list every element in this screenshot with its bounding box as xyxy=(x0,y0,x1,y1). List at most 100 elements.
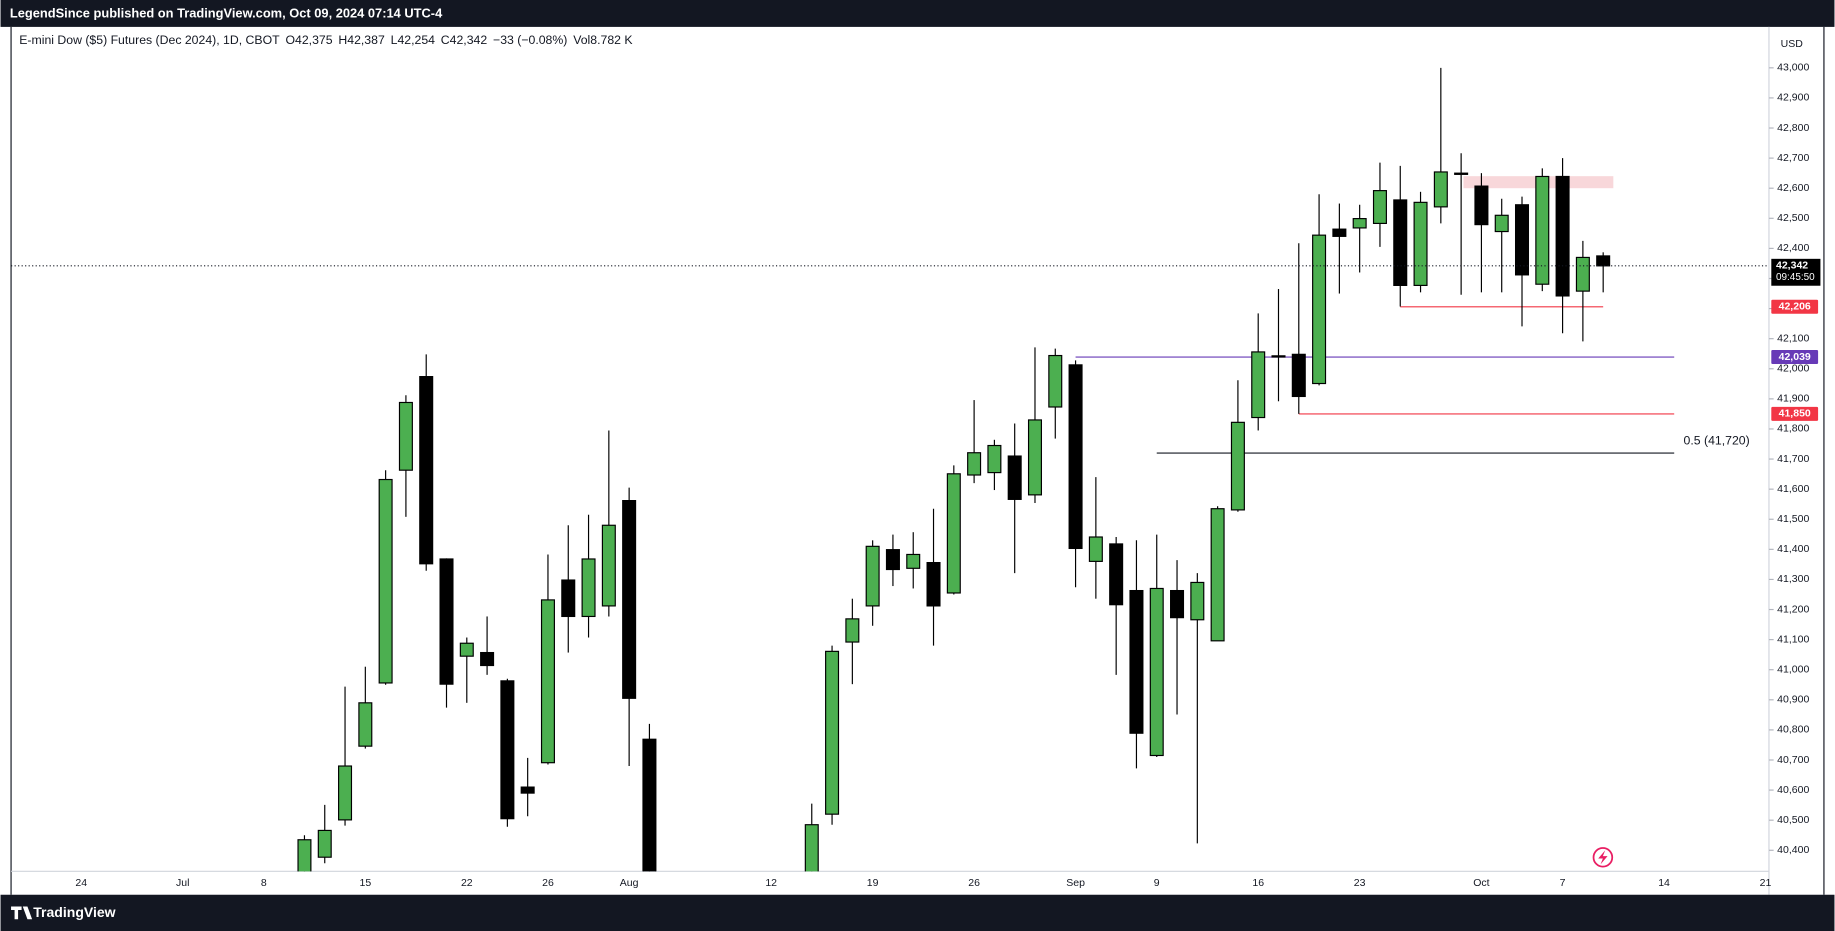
legend-key: Vol xyxy=(573,33,590,47)
candle-body xyxy=(1230,421,1245,511)
y-tick-label: 41,600 xyxy=(1777,483,1809,495)
candle-body xyxy=(1149,587,1164,757)
legend-value: 42,342 xyxy=(450,33,488,47)
candle-body xyxy=(825,650,840,815)
legend: E-mini Dow ($5) Futures (Dec 2024), 1D, … xyxy=(19,33,633,47)
y-tick-label: 41,500 xyxy=(1777,513,1809,525)
candle-body xyxy=(378,478,393,684)
candle-body xyxy=(1251,351,1266,419)
legend-key: C xyxy=(441,33,450,47)
level-tag xyxy=(1771,406,1819,421)
candle-body xyxy=(1170,589,1185,619)
x-tick-label: Oct xyxy=(1473,877,1489,889)
top-bar xyxy=(0,0,1835,27)
fib-label: 0.5 (41,720) xyxy=(1684,434,1750,448)
y-tick-label: 43,000 xyxy=(1777,62,1809,74)
candle-body xyxy=(1068,364,1083,550)
candle-body xyxy=(1332,228,1347,237)
candle-body xyxy=(1474,185,1489,226)
candle-body xyxy=(1372,190,1387,225)
candle-body xyxy=(317,829,332,858)
candle-body xyxy=(1312,234,1327,385)
y-tick-label: 41,400 xyxy=(1777,543,1809,555)
y-tick-label: 42,600 xyxy=(1777,182,1809,194)
y-tick-label: 40,400 xyxy=(1777,844,1809,856)
x-tick-label: 15 xyxy=(359,877,371,889)
candle-body xyxy=(1575,256,1590,292)
x-tick-label: 26 xyxy=(542,877,554,889)
candle-body xyxy=(1393,199,1408,286)
candle-body xyxy=(439,558,454,685)
y-tick-label: 40,500 xyxy=(1777,814,1809,826)
x-tick-label: 8 xyxy=(261,877,267,889)
candle-body xyxy=(338,765,353,821)
x-tick-label: 12 xyxy=(765,877,777,889)
x-tick-label: 9 xyxy=(1154,877,1160,889)
candle-body xyxy=(885,549,900,571)
candle-body xyxy=(480,651,495,667)
x-tick-label: 21 xyxy=(1760,877,1772,889)
candle-body xyxy=(1413,201,1428,286)
y-tick-label: 40,700 xyxy=(1777,754,1809,766)
level-tag xyxy=(1771,350,1819,365)
legend-value: 8.782 K xyxy=(590,33,633,47)
published-note: LegendSince published on TradingView.com… xyxy=(10,5,443,20)
candle-body xyxy=(906,553,921,569)
candle-body xyxy=(500,680,515,820)
x-tick-label: 16 xyxy=(1252,877,1264,889)
candle-body xyxy=(1352,218,1367,229)
x-tick-label: 23 xyxy=(1354,877,1366,889)
y-tick-label: 41,300 xyxy=(1777,573,1809,585)
y-tick-label: 40,800 xyxy=(1777,724,1809,736)
candle-body xyxy=(926,561,941,607)
currency-label: USD xyxy=(1781,38,1804,50)
lightning-icon xyxy=(1592,847,1614,868)
candle-body xyxy=(1454,172,1469,175)
x-tick-label: Sep xyxy=(1066,877,1085,889)
candle-body xyxy=(804,824,819,872)
current-price-label: 42,342 xyxy=(1776,260,1808,272)
candle-body xyxy=(845,618,860,643)
candle-body xyxy=(540,599,555,764)
x-tick-label: Aug xyxy=(620,877,639,889)
x-tick-label: 22 xyxy=(461,877,473,889)
candle-body xyxy=(1129,589,1144,734)
level-tag xyxy=(1771,299,1819,314)
brand-logo xyxy=(11,906,33,920)
legend-key: H xyxy=(338,33,347,47)
candle-body xyxy=(967,452,982,476)
plot xyxy=(11,67,1769,872)
candle-body xyxy=(398,401,413,471)
candle-body xyxy=(622,500,637,699)
candle-body xyxy=(581,558,596,618)
candle-body xyxy=(1494,214,1509,233)
y-tick-label: 40,900 xyxy=(1777,694,1809,706)
x-tick-label: 26 xyxy=(968,877,980,889)
candle-body xyxy=(1535,175,1550,285)
candle-body xyxy=(1514,204,1530,276)
candle-body xyxy=(1596,255,1611,267)
y-tick-label: 41,900 xyxy=(1777,393,1809,405)
legend-value: 42,387 xyxy=(347,33,385,47)
candle-body xyxy=(1210,508,1225,642)
y-tick-label: 42,000 xyxy=(1777,363,1809,375)
candle-body xyxy=(297,839,312,872)
y-tick-label: 40,600 xyxy=(1777,784,1809,796)
x-tick-label: Jul xyxy=(176,877,189,889)
current-price-tag xyxy=(1771,258,1821,286)
candle-body xyxy=(1190,581,1205,621)
y-tick-label: 42,500 xyxy=(1777,212,1809,224)
y-tick-label: 42,800 xyxy=(1777,122,1809,134)
x-tick-label: 7 xyxy=(1560,877,1566,889)
candle-body xyxy=(419,376,434,565)
y-tick-label: 41,200 xyxy=(1777,603,1809,615)
y-tick-label: 41,000 xyxy=(1777,663,1809,675)
x-tick-label: 14 xyxy=(1658,877,1670,889)
candle-body xyxy=(1271,355,1286,358)
candle-body xyxy=(459,642,474,657)
candle-body xyxy=(1109,543,1124,606)
bottom-bar xyxy=(0,894,1835,931)
y-tick-label: 42,400 xyxy=(1777,242,1809,254)
